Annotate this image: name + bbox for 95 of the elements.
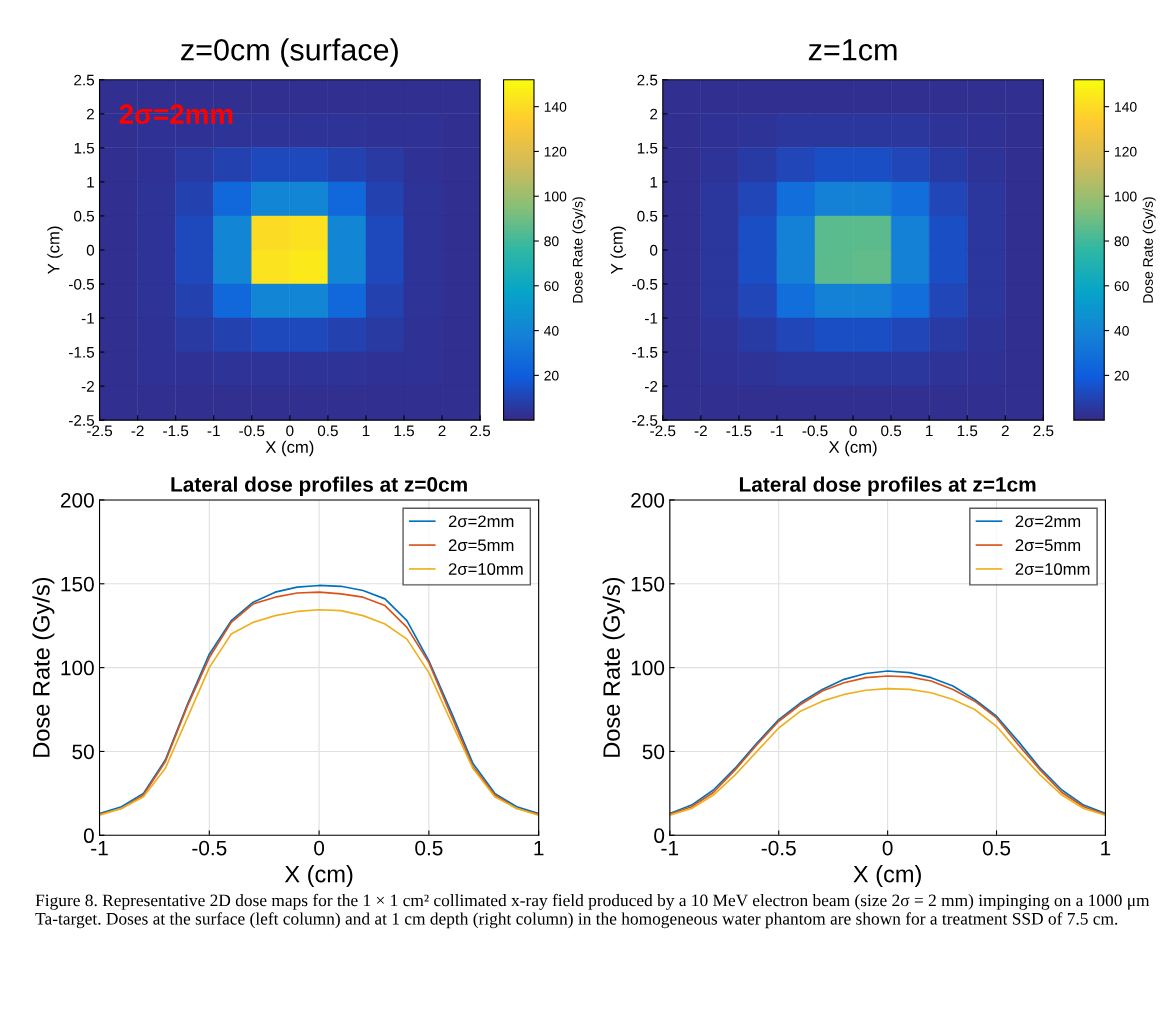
y-tick-label: -0.5 bbox=[632, 278, 658, 290]
legend-label: 2σ=5mm bbox=[1015, 539, 1081, 552]
y-tick-label: 2.5 bbox=[637, 74, 658, 86]
chart-title: z=1cm bbox=[808, 39, 897, 61]
x-tick-label: 1 bbox=[1101, 840, 1111, 856]
x-axis-title: X (cm) bbox=[284, 865, 353, 888]
x-tick-label: -0.5 bbox=[192, 840, 227, 856]
y-tick-label: 200 bbox=[60, 492, 94, 508]
x-tick-label: 2 bbox=[438, 425, 446, 437]
color-bar-title: Dose Rate (Gy/s) bbox=[1142, 197, 1156, 303]
x-tick-label: 0 bbox=[314, 840, 325, 856]
caption: Figure 8. Representative 2D dose maps for the 1 × 1 cm² collimated x-ray field produced by a 10 MeV electron beam (size 2σ = 2 mm) impinging on a 1000 μm Ta-target. Doses at the surface (left column) and at 1 cm depth (right column) in the homogeneous water phantom are shown for a treatment SSD of 7.5 cm. bbox=[35, 893, 1150, 929]
legend-label: 2σ=2mm bbox=[1015, 515, 1081, 528]
annotation: 2σ=2mm bbox=[119, 104, 233, 125]
x-tick-label: 0.5 bbox=[317, 425, 338, 437]
color-bar-label: 60 bbox=[544, 281, 559, 291]
y-tick-label: 50 bbox=[642, 744, 665, 760]
y-tick-label: -2 bbox=[81, 380, 94, 392]
legend-label: 2σ=10mm bbox=[1015, 563, 1090, 575]
legend-label: 2σ=5mm bbox=[448, 539, 514, 552]
y-tick-label: -1 bbox=[81, 313, 94, 324]
color-bar-label: 120 bbox=[1115, 146, 1137, 157]
y-axis-title: Y (cm) bbox=[47, 226, 63, 274]
x-tick-label: -0.5 bbox=[802, 425, 828, 437]
x-axis-title: X (cm) bbox=[828, 440, 877, 457]
x-tick-label: 1.5 bbox=[957, 425, 978, 437]
x-tick-label: -0.5 bbox=[239, 425, 265, 437]
x-tick-label: 0 bbox=[849, 425, 857, 437]
y-tick-label: 1 bbox=[650, 176, 658, 188]
chart-title: Lateral dose profiles at z=0cm bbox=[171, 476, 467, 496]
y-tick-label: -2 bbox=[645, 380, 658, 392]
x-tick-label: 0 bbox=[882, 840, 893, 856]
color-bar-label: 140 bbox=[544, 102, 567, 112]
color-bar-label: 120 bbox=[544, 146, 567, 157]
chart-title: Lateral dose profiles at z=1cm bbox=[739, 476, 1036, 496]
x-tick-label: 1 bbox=[362, 425, 370, 437]
y-tick-label: 150 bbox=[631, 576, 665, 592]
y-axis-title: Dose Rate (Gy/s) bbox=[32, 577, 55, 757]
y-tick-label: -1 bbox=[645, 313, 658, 324]
y-tick-label: 0 bbox=[650, 244, 658, 256]
x-tick-label: -1.5 bbox=[163, 425, 189, 437]
y-tick-label: 0 bbox=[83, 828, 94, 844]
color-bar-label: 100 bbox=[1115, 191, 1137, 202]
y-tick-label: 2 bbox=[86, 108, 94, 120]
y-tick-label: 1.5 bbox=[637, 142, 658, 154]
color-bar-label: 80 bbox=[1114, 236, 1129, 247]
color-bar-label: 20 bbox=[544, 370, 559, 381]
x-tick-label: 1.5 bbox=[394, 425, 414, 437]
x-tick-label: -1 bbox=[770, 425, 784, 437]
x-tick-label: 0.5 bbox=[881, 425, 902, 437]
y-tick-label: 0 bbox=[86, 244, 95, 256]
x-tick-label: 2 bbox=[1001, 425, 1009, 437]
legend-label: 2σ=2mm bbox=[448, 515, 514, 528]
y-tick-label: 1 bbox=[87, 176, 94, 188]
color-bar-label: 60 bbox=[1114, 281, 1129, 291]
color-bar-label: 140 bbox=[1115, 102, 1137, 112]
y-tick-label: -2.5 bbox=[632, 415, 658, 426]
color-bar-label: 40 bbox=[1114, 325, 1129, 336]
y-tick-label: -1.5 bbox=[69, 347, 95, 358]
y-tick-label: 200 bbox=[631, 492, 665, 508]
color-bar-label: 80 bbox=[544, 236, 559, 247]
x-tick-label: 2.5 bbox=[1033, 425, 1054, 437]
x-axis-title: X (cm) bbox=[265, 440, 314, 457]
x-tick-label: 2.5 bbox=[470, 425, 491, 437]
x-tick-label: -1.5 bbox=[726, 425, 752, 437]
x-tick-label: 0.5 bbox=[982, 840, 1011, 856]
legend-label: 2σ=10mm bbox=[448, 563, 523, 575]
color-bar-label: 100 bbox=[544, 191, 567, 202]
x-tick-label: 1 bbox=[926, 425, 933, 437]
y-axis-title: Dose Rate (Gy/s) bbox=[602, 577, 625, 757]
y-tick-label: 2.5 bbox=[74, 74, 95, 86]
x-tick-label: -1 bbox=[207, 425, 220, 437]
x-tick-label: -2 bbox=[131, 425, 144, 437]
y-tick-label: 0.5 bbox=[74, 210, 95, 222]
y-tick-label: -0.5 bbox=[69, 278, 95, 290]
color-bar-title: Dose Rate (Gy/s) bbox=[572, 197, 586, 303]
color-bar-label: 20 bbox=[1114, 370, 1129, 381]
y-tick-label: -2.5 bbox=[69, 415, 95, 426]
y-tick-label: 50 bbox=[72, 744, 94, 760]
x-tick-label: 1 bbox=[534, 840, 544, 856]
x-tick-label: 0.5 bbox=[415, 840, 443, 856]
x-axis-title: X (cm) bbox=[853, 865, 921, 888]
y-tick-label: 1.5 bbox=[74, 142, 95, 154]
y-tick-label: 100 bbox=[61, 660, 94, 676]
chart-title: z=0cm (surface) bbox=[181, 38, 398, 67]
color-bar-label: 40 bbox=[544, 325, 559, 336]
y-axis-title: Y (cm) bbox=[610, 226, 627, 274]
y-tick-label: 0.5 bbox=[637, 210, 658, 222]
y-tick-label: 150 bbox=[61, 576, 94, 592]
y-tick-label: 2 bbox=[650, 108, 658, 120]
x-tick-label: -2 bbox=[694, 425, 707, 437]
x-tick-label: -0.5 bbox=[761, 840, 796, 856]
y-tick-label: -1.5 bbox=[632, 347, 658, 358]
y-tick-label: 100 bbox=[631, 660, 665, 676]
x-tick-label: 0 bbox=[286, 425, 294, 437]
